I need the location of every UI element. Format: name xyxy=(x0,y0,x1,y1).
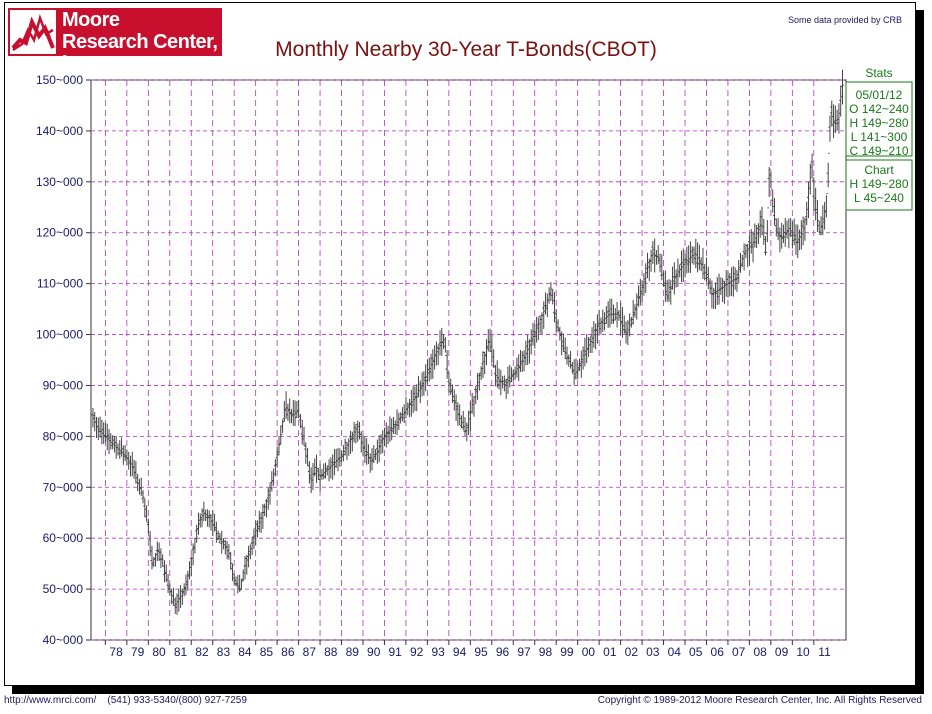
x-tick-label: 08 xyxy=(753,645,767,659)
x-tick-label: 84 xyxy=(238,645,252,659)
plot-area xyxy=(90,79,847,641)
y-tick-label: 110~000 xyxy=(37,277,83,291)
x-tick-label: 91 xyxy=(389,645,403,659)
x-tick-label: 10 xyxy=(796,645,810,659)
stats-high: H 149~280 xyxy=(849,116,908,130)
x-tick-label: 00 xyxy=(582,645,596,659)
logo-line2: Research Center, Inc. xyxy=(62,31,218,74)
x-tick-label: 79 xyxy=(131,645,145,659)
chart-stats-heading: Chart xyxy=(864,163,894,177)
x-tick-label: 03 xyxy=(646,645,660,659)
x-tick-label: 98 xyxy=(539,645,553,659)
x-tick-label: 93 xyxy=(431,645,445,659)
x-tick-label: 83 xyxy=(217,645,231,659)
x-tick-label: 90 xyxy=(367,645,381,659)
y-tick-label: 90~000 xyxy=(43,378,84,392)
y-tick-label: 40~000 xyxy=(43,633,84,647)
y-tick-label: 100~000 xyxy=(36,328,83,342)
chart-stats-low: L 45~240 xyxy=(854,191,904,205)
x-tick-label: 01 xyxy=(603,645,617,659)
x-tick-label: 96 xyxy=(496,645,510,659)
stats-low: L 141~300 xyxy=(851,130,908,144)
x-tick-label: 92 xyxy=(410,645,424,659)
logo-chart-icon xyxy=(10,10,56,54)
x-tick-label: 04 xyxy=(668,645,682,659)
company-logo[interactable]: Moore Research Center, Inc. xyxy=(8,8,222,74)
y-tick-label: 70~000 xyxy=(43,480,84,494)
footer-contact: http://www.mrci.com/ (541) 933-5340/(800… xyxy=(4,695,247,706)
stats-date: 05/01/12 xyxy=(856,88,903,102)
x-tick-label: 82 xyxy=(195,645,209,659)
x-tick-label: 86 xyxy=(281,645,295,659)
x-tick-label: 99 xyxy=(560,645,574,659)
logo-line1: Moore xyxy=(62,9,120,31)
chart-title: Monthly Nearby 30-Year T-Bonds(CBOT) xyxy=(275,38,657,61)
chart-stats-high: H 149~280 xyxy=(849,177,908,191)
y-tick-label: 80~000 xyxy=(43,429,84,443)
footer-copyright: Copyright © 1989-2012 Moore Research Cen… xyxy=(597,695,922,706)
x-tick-label: 07 xyxy=(732,645,746,659)
x-tick-label: 97 xyxy=(517,645,531,659)
x-tick-label: 87 xyxy=(303,645,317,659)
y-tick-label: 120~000 xyxy=(36,226,83,240)
x-tick-label: 81 xyxy=(174,645,188,659)
x-tick-label: 80 xyxy=(152,645,166,659)
x-tick-label: 89 xyxy=(346,645,360,659)
stats-heading: Stats xyxy=(865,66,893,80)
stats-open: O 142~240 xyxy=(849,102,909,116)
x-tick-label: 06 xyxy=(711,645,725,659)
x-tick-label: 94 xyxy=(453,645,467,659)
stats-panel: Stats xyxy=(846,66,912,80)
x-tick-label: 95 xyxy=(474,645,488,659)
x-tick-label: 78 xyxy=(109,645,123,659)
x-tick-label: 11 xyxy=(818,645,831,659)
y-tick-label: 150~000 xyxy=(36,73,83,87)
x-tick-label: 02 xyxy=(625,645,639,659)
footer-url-link[interactable]: http://www.mrci.com/ xyxy=(4,695,97,706)
y-tick-label: 60~000 xyxy=(43,531,84,545)
stats-box-border xyxy=(845,81,913,157)
data-source-note: Some data provided by CRB xyxy=(787,15,902,25)
x-tick-label: 09 xyxy=(775,645,789,659)
chart-stats-box-border xyxy=(845,159,913,211)
footer-phone: (541) 933-5340/(800) 927-7259 xyxy=(107,695,247,706)
y-tick-label: 130~000 xyxy=(36,175,83,189)
x-tick-label: 88 xyxy=(324,645,338,659)
y-tick-label: 140~000 xyxy=(36,124,83,138)
y-tick-label: 50~000 xyxy=(43,582,84,596)
x-tick-label: 85 xyxy=(260,645,274,659)
x-tick-label: 05 xyxy=(689,645,703,659)
stats-close: C 149~210 xyxy=(849,144,908,158)
